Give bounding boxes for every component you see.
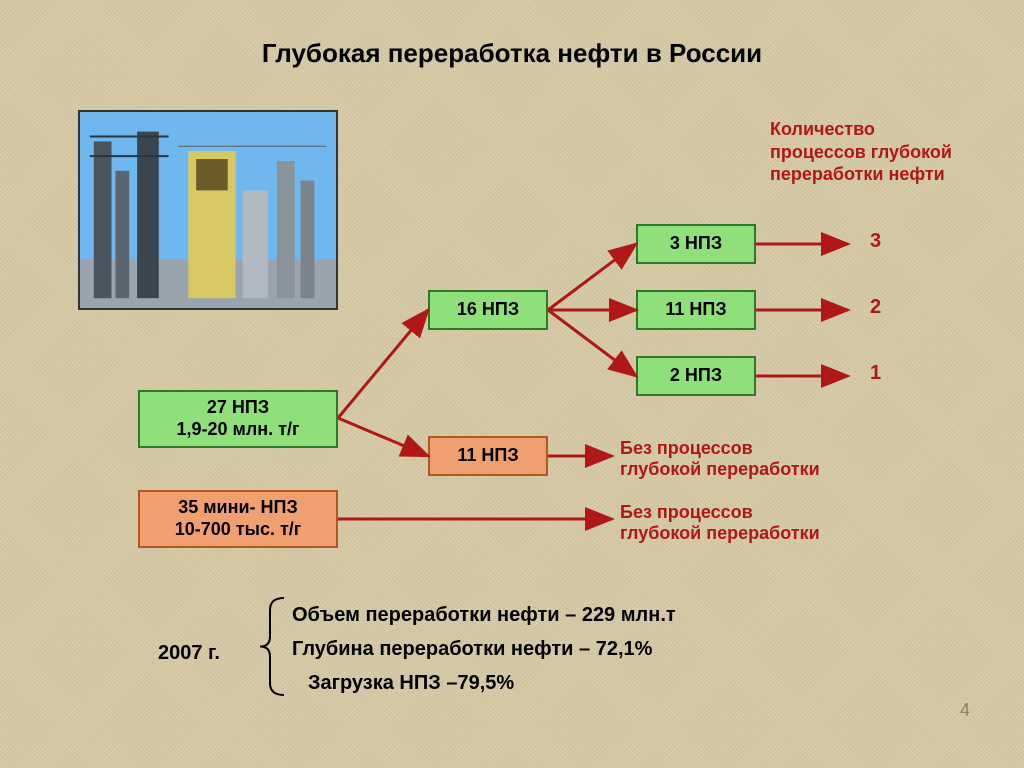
refinery-photo <box>78 110 338 310</box>
page-number: 4 <box>960 700 970 721</box>
box-11-npz: 11 НПЗ <box>428 436 548 476</box>
no-deep-processing-1: Без процессов глубокой переработки <box>620 438 820 480</box>
process-count-2: 2 <box>870 296 881 319</box>
process-count-header: Количество процессов глубокой переработк… <box>770 118 952 186</box>
box-11b-npz: 11 НПЗ <box>636 290 756 330</box>
box-3-npz: 3 НПЗ <box>636 224 756 264</box>
depth-label: Глубина переработки нефти – 72,1% <box>292 638 652 661</box>
box-27-npz: 27 НПЗ 1,9-20 млн. т/г <box>138 390 338 448</box>
box-16-npz: 16 НПЗ <box>428 290 548 330</box>
box-2-npz: 2 НПЗ <box>636 356 756 396</box>
process-count-1: 1 <box>870 362 881 385</box>
no-deep-processing-2: Без процессов глубокой переработки <box>620 502 820 544</box>
box-35-mini: 35 мини- НПЗ 10-700 тыс. т/г <box>138 490 338 548</box>
year-label: 2007 г. <box>158 642 220 665</box>
process-count-3: 3 <box>870 230 881 253</box>
slide-title: Глубокая переработка нефти в России <box>0 38 1024 69</box>
volume-label: Объем переработки нефти – 229 млн.т <box>292 604 676 627</box>
load-label: Загрузка НПЗ –79,5% <box>308 672 514 695</box>
